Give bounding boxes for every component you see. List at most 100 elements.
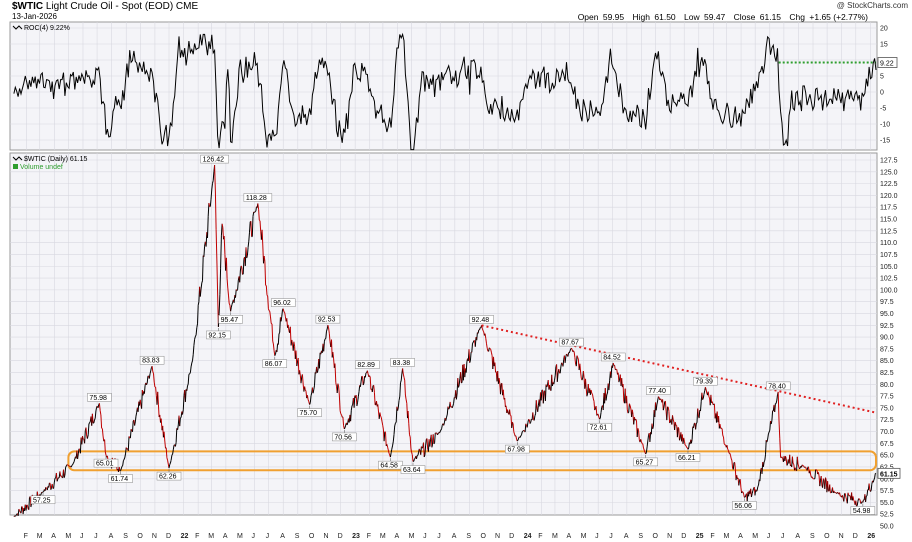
price-segment bbox=[445, 417, 447, 421]
price-segment bbox=[662, 406, 665, 411]
price-segment bbox=[799, 467, 801, 470]
pivot-label-text: 82.89 bbox=[357, 362, 375, 369]
price-segment bbox=[177, 424, 179, 430]
price-segment bbox=[813, 478, 816, 480]
price-segment bbox=[657, 396, 659, 402]
price-segment bbox=[386, 444, 389, 448]
price-segment bbox=[203, 246, 206, 257]
price-segment bbox=[192, 345, 195, 355]
copyright: @ StockCharts.com bbox=[836, 1, 908, 10]
price-segment bbox=[221, 223, 224, 228]
price-y-tick: 60.0 bbox=[880, 476, 894, 483]
price-segment bbox=[520, 434, 522, 437]
price-segment bbox=[500, 383, 502, 395]
pivot-label: 63.64 bbox=[400, 462, 426, 474]
chart-date: 13-Jan-2026 bbox=[12, 12, 57, 21]
x-tick-label: M bbox=[724, 533, 730, 540]
price-y-tick: 65.0 bbox=[880, 453, 894, 460]
price-segment bbox=[744, 495, 747, 498]
price-segment bbox=[792, 463, 795, 465]
pivot-label-text: 57.25 bbox=[33, 497, 51, 504]
price-segment bbox=[727, 448, 729, 451]
price-segment bbox=[139, 399, 142, 405]
price-segment bbox=[172, 445, 175, 450]
price-segment bbox=[441, 425, 443, 429]
price-segment bbox=[779, 438, 782, 458]
price-segment bbox=[585, 378, 587, 389]
price-y-tick: 112.5 bbox=[880, 228, 897, 235]
price-segment bbox=[50, 487, 52, 490]
price-segment bbox=[207, 216, 209, 239]
price-segment bbox=[127, 436, 130, 451]
price-segment bbox=[485, 338, 487, 344]
price-segment bbox=[148, 373, 151, 379]
price-segment bbox=[104, 439, 106, 452]
pivot-label-text: 78.40 bbox=[768, 383, 786, 390]
price-segment bbox=[695, 422, 698, 424]
price-segment bbox=[346, 422, 349, 426]
price-segment bbox=[425, 439, 427, 446]
price-segment bbox=[309, 395, 312, 403]
price-segment bbox=[246, 247, 249, 256]
pivot-label: 92.53 bbox=[315, 314, 341, 324]
price-segment bbox=[868, 483, 871, 490]
x-tick-label: J bbox=[266, 533, 270, 540]
price-segment bbox=[95, 407, 98, 412]
price-segment bbox=[366, 370, 369, 375]
price-segment bbox=[239, 270, 241, 283]
price-segment bbox=[369, 376, 372, 390]
price-segment bbox=[554, 375, 556, 381]
price-segment bbox=[53, 482, 55, 489]
price-y-tick: 80.0 bbox=[880, 382, 894, 389]
price-segment bbox=[269, 311, 271, 317]
price-segment bbox=[678, 428, 680, 441]
price-segment bbox=[540, 390, 543, 401]
pivot-label-text: 95.47 bbox=[221, 317, 239, 324]
x-tick-label: S bbox=[810, 533, 815, 540]
price-segment bbox=[362, 383, 365, 386]
price-segment bbox=[167, 460, 169, 465]
price-segment bbox=[362, 376, 364, 386]
price-segment bbox=[197, 305, 199, 324]
price-segment bbox=[381, 421, 384, 426]
price-segment bbox=[636, 428, 639, 438]
pivot-label-text: 77.40 bbox=[648, 388, 666, 395]
price-segment bbox=[235, 289, 237, 298]
price-segment bbox=[481, 328, 484, 331]
price-segment bbox=[481, 325, 483, 329]
price-segment bbox=[504, 397, 506, 407]
price-segment bbox=[184, 389, 187, 402]
price-y-tick: 102.5 bbox=[880, 276, 898, 283]
price-segment bbox=[582, 370, 585, 379]
price-segment bbox=[594, 408, 596, 411]
price-segment bbox=[839, 492, 841, 497]
price-segment bbox=[669, 421, 671, 424]
price-segment bbox=[357, 391, 360, 397]
price-segment bbox=[358, 385, 361, 392]
price-segment bbox=[84, 430, 86, 444]
price-segment bbox=[440, 428, 443, 431]
price-segment bbox=[236, 289, 238, 291]
price-segment bbox=[590, 389, 593, 394]
price-segment bbox=[570, 347, 573, 350]
price-segment bbox=[268, 310, 271, 312]
price-segment bbox=[21, 506, 23, 508]
x-tick-label: A bbox=[280, 533, 285, 540]
price-segment bbox=[313, 385, 315, 390]
price-segment bbox=[523, 429, 525, 432]
x-tick-label: 26 bbox=[867, 533, 875, 540]
price-segment bbox=[393, 425, 396, 435]
price-segment bbox=[605, 394, 608, 401]
price-segment bbox=[488, 347, 491, 349]
price-segment bbox=[526, 422, 529, 428]
pivot-label: 64.58 bbox=[378, 458, 403, 470]
price-segment bbox=[433, 442, 436, 445]
price-segment bbox=[642, 443, 644, 449]
pivot-label: 56.06 bbox=[732, 498, 757, 510]
price-segment bbox=[189, 366, 192, 373]
x-tick-label: A bbox=[51, 533, 56, 540]
price-segment bbox=[841, 495, 844, 499]
pivot-label-text: 118.28 bbox=[246, 195, 267, 202]
price-segment bbox=[264, 261, 267, 286]
price-segment bbox=[409, 436, 412, 449]
